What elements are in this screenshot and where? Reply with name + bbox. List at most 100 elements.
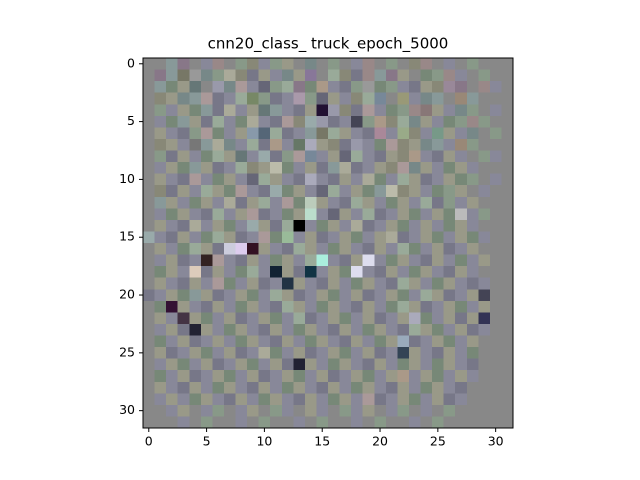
pixel (235, 104, 248, 117)
pixel (374, 138, 387, 151)
pixel (304, 243, 317, 255)
pixel (258, 393, 271, 406)
pixel (455, 358, 468, 371)
pixel (304, 323, 317, 336)
pixel (189, 381, 202, 394)
pixel (189, 150, 202, 163)
pixel (154, 81, 167, 94)
pixel (420, 323, 433, 336)
pixel (212, 162, 225, 175)
pixel (432, 138, 445, 151)
pixel (316, 358, 329, 371)
pixel (455, 219, 468, 232)
pixel (166, 393, 179, 406)
pixel (166, 69, 179, 82)
pixel (258, 196, 271, 209)
pixel (328, 127, 340, 140)
pixel (339, 323, 352, 336)
pixel (189, 266, 202, 279)
pixel (154, 162, 167, 175)
pixel (235, 312, 248, 325)
pixel (466, 254, 479, 267)
chart-title: cnn20_class_ truck_epoch_5000 (208, 35, 449, 54)
pixel (328, 393, 340, 406)
pixel (466, 323, 479, 336)
pixel (223, 58, 236, 70)
pixel (212, 127, 225, 140)
pixel (281, 323, 294, 336)
pixel (247, 69, 260, 82)
pixel (258, 300, 271, 313)
pixel (235, 335, 248, 348)
pixel (397, 219, 410, 232)
pixel (200, 393, 213, 406)
pixel (200, 323, 213, 336)
pixel (154, 231, 167, 244)
pixel (270, 266, 283, 279)
pixel (166, 162, 179, 175)
pixel (235, 127, 248, 140)
pixel (455, 393, 468, 406)
pixel (177, 312, 190, 325)
pixel (154, 254, 167, 267)
pixel (200, 150, 213, 163)
pixel (293, 104, 306, 117)
pixel (316, 289, 329, 302)
pixel (235, 219, 248, 232)
pixel (362, 404, 375, 417)
pixel (212, 358, 225, 371)
pixel (466, 173, 479, 186)
pixel (328, 277, 340, 290)
pixel (200, 254, 213, 267)
x-tick-label: 0 (145, 434, 153, 449)
pixel (397, 312, 410, 325)
pixel (200, 312, 213, 325)
pixel (293, 289, 306, 302)
pixel (304, 58, 317, 70)
pixel (304, 138, 317, 151)
pixel (374, 358, 387, 371)
pixel (270, 300, 283, 313)
pixel (501, 208, 514, 221)
pixel (385, 335, 398, 348)
pixel (328, 404, 340, 417)
pixel (200, 115, 213, 128)
pixel (177, 393, 190, 406)
pixel (316, 254, 329, 267)
pixel (212, 254, 225, 267)
pixel (200, 173, 213, 186)
pixel (223, 312, 236, 325)
pixel (397, 196, 410, 209)
pixel (351, 231, 364, 244)
pixel (408, 92, 421, 105)
pixel (478, 92, 491, 105)
pixel (432, 277, 445, 290)
pixel (166, 266, 179, 279)
pixel (166, 416, 179, 429)
pixel (339, 300, 352, 313)
pixel (408, 277, 421, 290)
pixel (258, 347, 271, 360)
pixel (143, 58, 155, 70)
pixel (328, 300, 340, 313)
pixel (443, 219, 456, 232)
pixel (200, 58, 213, 70)
pixel (432, 370, 445, 383)
pixel (223, 393, 236, 406)
pixel (154, 277, 167, 290)
pixel (501, 416, 514, 429)
pixel (258, 208, 271, 221)
pixel (166, 347, 179, 360)
pixel (397, 335, 410, 348)
pixel (397, 104, 410, 117)
pixel (420, 173, 433, 186)
pixel (397, 393, 410, 406)
pixel (258, 92, 271, 105)
pixel (455, 162, 468, 175)
pixel (351, 277, 364, 290)
pixel (443, 127, 456, 140)
pixel (478, 231, 491, 244)
pixel (316, 208, 329, 221)
pixel (212, 312, 225, 325)
pixel (200, 162, 213, 175)
